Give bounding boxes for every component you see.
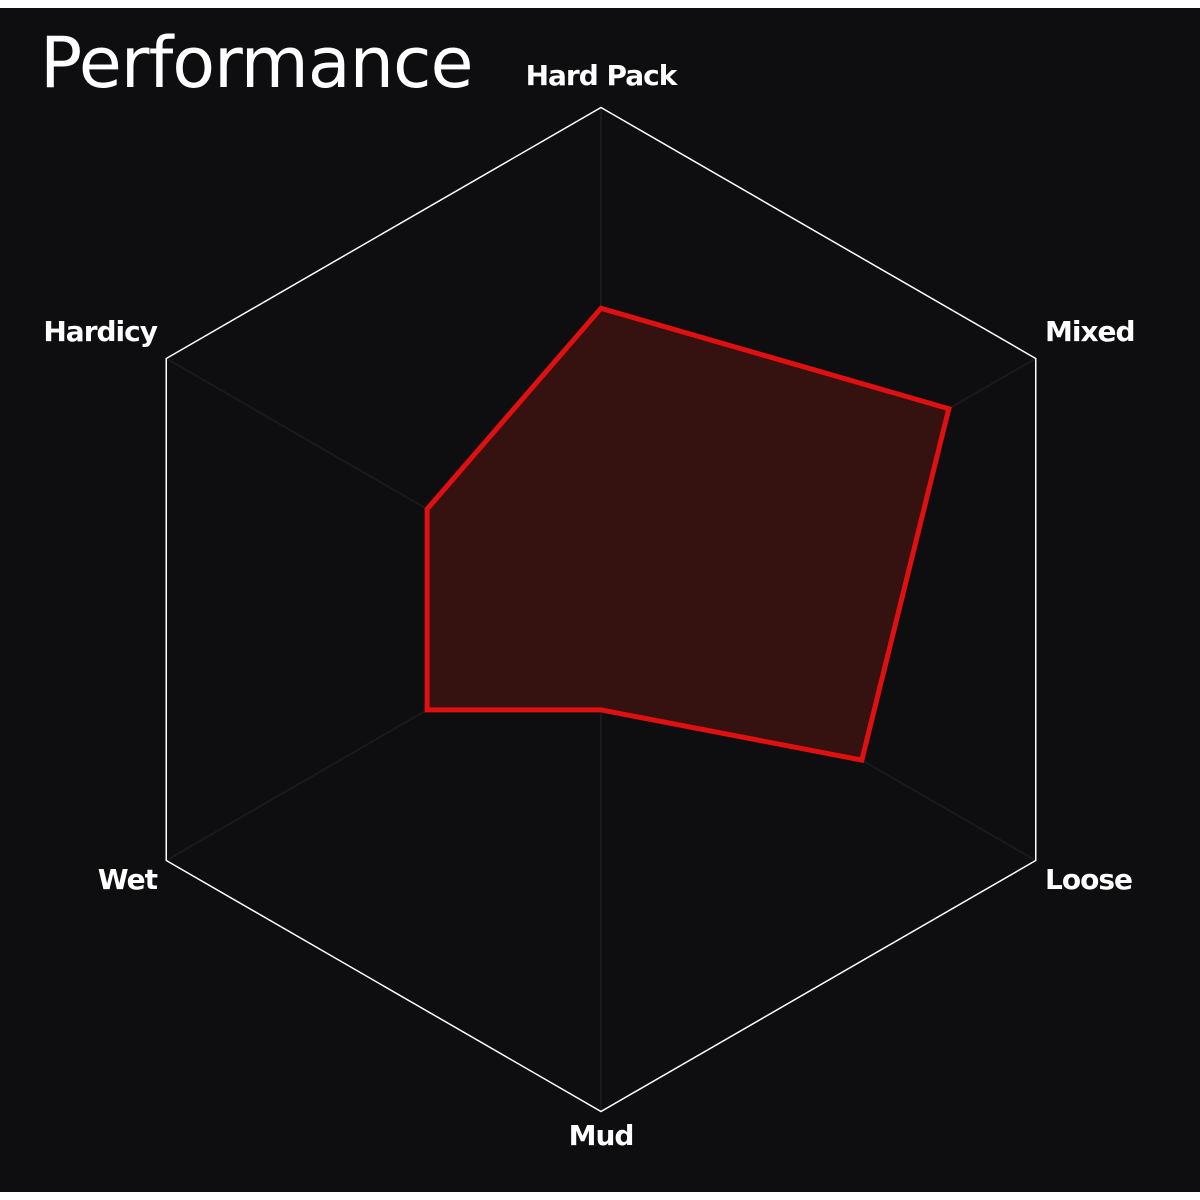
series-area — [424, 305, 952, 764]
axis-label-loose: Loose — [1045, 863, 1132, 896]
axis-label-wet: Wet — [98, 863, 158, 896]
axis-label-hard-pack: Hard Pack — [526, 59, 679, 92]
axis-label-mixed: Mixed — [1045, 315, 1135, 348]
axis-label-hardicy: Hardicy — [43, 315, 157, 348]
grid-hexagon — [165, 106, 1037, 1113]
axis-label-mud: Mud — [569, 1119, 634, 1152]
chart-title: Performance — [40, 22, 474, 104]
chart-container: Performance Hard Pack Mixed Loose Mud Wet Har… — [0, 8, 1200, 1192]
radar-chart: Hard Pack Mixed Loose Mud Wet Hardicy — [43, 59, 1135, 1152]
